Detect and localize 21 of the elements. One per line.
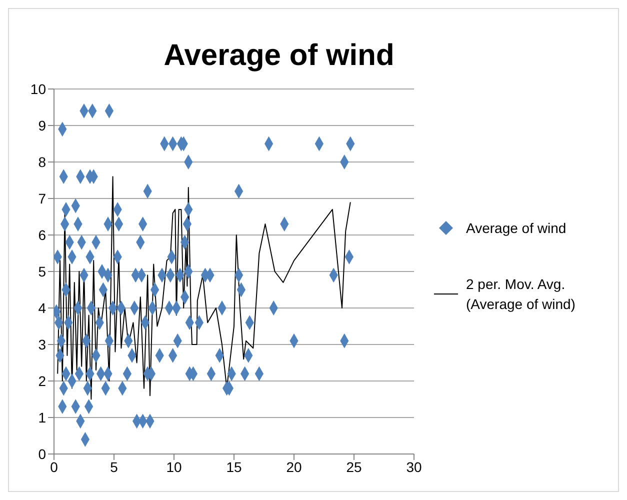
x-tick-label: 10 bbox=[166, 458, 182, 475]
x-tick-label: 25 bbox=[346, 458, 362, 475]
legend-label: 2 per. Mov. Avg. (Average of wind) bbox=[466, 275, 576, 314]
chart-title: Average of wind bbox=[162, 39, 396, 74]
y-tick-label: 1 bbox=[38, 409, 46, 426]
legend-label: Average of wind bbox=[466, 219, 568, 238]
x-tick-label: 15 bbox=[226, 458, 242, 475]
y-tick-label: 8 bbox=[38, 154, 46, 170]
y-tick-label: 5 bbox=[38, 263, 46, 280]
y-tick-label: 6 bbox=[38, 226, 46, 243]
y-tick-label: 4 bbox=[38, 300, 46, 316]
x-tick-label: 0 bbox=[50, 458, 58, 475]
x-tick-label: 5 bbox=[110, 458, 118, 475]
y-tick-label: 0 bbox=[38, 446, 46, 462]
y-tick-label: 2 bbox=[38, 372, 46, 389]
y-tick-label: 3 bbox=[38, 336, 46, 352]
y-tick-label: 9 bbox=[38, 117, 46, 134]
y-tick-label: 7 bbox=[38, 190, 46, 206]
y-tick-label: 10 bbox=[30, 80, 46, 97]
x-tick-label: 20 bbox=[286, 458, 302, 475]
x-tick-label: 30 bbox=[406, 458, 422, 475]
